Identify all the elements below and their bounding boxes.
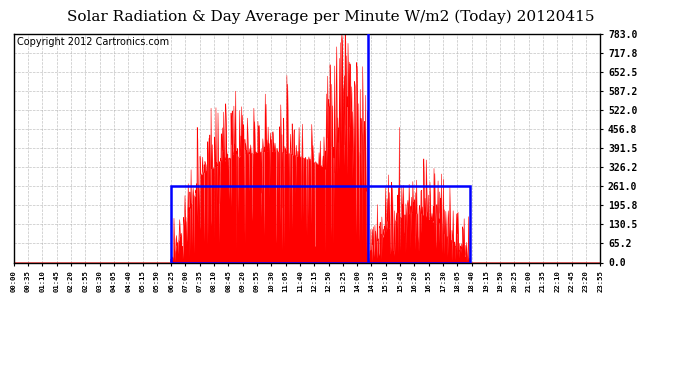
Bar	[170, 186, 471, 262]
Text: Solar Radiation & Day Average per Minute W/m2 (Today) 20120415: Solar Radiation & Day Average per Minute…	[68, 9, 595, 24]
Text: Copyright 2012 Cartronics.com: Copyright 2012 Cartronics.com	[17, 37, 169, 47]
